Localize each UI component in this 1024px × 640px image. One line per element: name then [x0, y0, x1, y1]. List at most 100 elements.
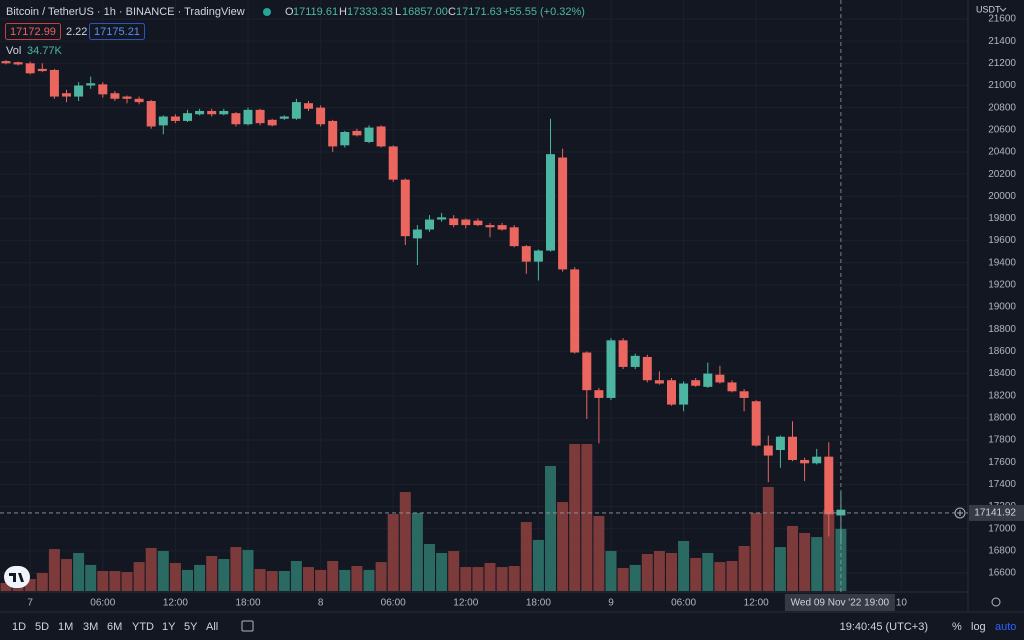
- candle-body: [279, 116, 289, 119]
- volume-bar: [726, 560, 738, 591]
- log-toggle[interactable]: log: [971, 621, 986, 633]
- candle-body: [195, 110, 205, 115]
- candle-body: [654, 380, 664, 384]
- y-tick-label: 16600: [988, 568, 1016, 579]
- volume-bar: [738, 545, 750, 591]
- range-button[interactable]: YTD: [132, 621, 154, 633]
- candle-body: [243, 109, 253, 125]
- volume-bar: [327, 560, 339, 591]
- volume-bar: [24, 579, 36, 591]
- candle-body: [352, 130, 362, 136]
- candle-body: [376, 126, 386, 147]
- bid-box[interactable]: [5, 23, 61, 40]
- volume-value: 34.77K: [27, 45, 63, 57]
- candle-body: [231, 113, 241, 125]
- auto-toggle[interactable]: auto: [995, 621, 1016, 633]
- volume-bar: [835, 528, 847, 591]
- clock: 19:40:45 (UTC+3): [840, 621, 928, 633]
- y-tick-label: 18400: [988, 368, 1016, 379]
- logo[interactable]: [4, 566, 30, 588]
- volume-bar: [424, 544, 435, 591]
- ask-box[interactable]: [89, 23, 145, 40]
- candle-body: [134, 98, 144, 103]
- candle-body: [461, 219, 471, 226]
- candle-body: [667, 380, 676, 405]
- candle-body: [473, 220, 483, 226]
- range-button[interactable]: 5D: [35, 621, 49, 633]
- volume-label: Vol: [6, 45, 21, 57]
- volume-bar: [787, 525, 798, 591]
- y-tick-label: 19800: [988, 213, 1016, 224]
- crosshair-time-box: [784, 594, 895, 611]
- settings-icon[interactable]: [991, 597, 1001, 607]
- volume-bar: [653, 550, 665, 591]
- candles: [1, 59, 846, 545]
- legend-value: 17333.33: [347, 6, 393, 18]
- candle-body: [388, 146, 398, 180]
- x-tick-label: 18:00: [526, 598, 551, 609]
- volume-bar: [387, 514, 399, 591]
- volume-bar: [641, 554, 653, 591]
- candle-body: [691, 380, 701, 386]
- candle-body: [727, 382, 737, 392]
- range-button[interactable]: 6M: [107, 621, 122, 633]
- candle-body: [582, 352, 592, 391]
- volume-bar: [230, 547, 242, 591]
- volume-bar: [254, 569, 266, 591]
- range-button[interactable]: 3M: [83, 621, 98, 633]
- volume-bar: [460, 567, 472, 591]
- x-tick-label: 10: [896, 598, 908, 609]
- volume-bar: [73, 552, 85, 591]
- range-button[interactable]: 1M: [58, 621, 73, 633]
- candle-body: [642, 356, 652, 381]
- y-tick-label: 17800: [988, 435, 1016, 446]
- volume-bar: [436, 552, 448, 591]
- range-button[interactable]: 1Y: [162, 621, 176, 633]
- range-button[interactable]: 5Y: [184, 621, 198, 633]
- x-tick-label: 06:00: [90, 598, 115, 609]
- candle-body: [400, 179, 410, 237]
- volume-bar: [557, 502, 569, 591]
- candle-body: [328, 120, 338, 147]
- currency[interactable]: USDT: [976, 4, 1001, 14]
- candle-body: [291, 102, 301, 119]
- candle-body: [316, 107, 326, 125]
- candle-body: [304, 103, 313, 109]
- volume-bar: [206, 555, 218, 591]
- range-button[interactable]: All: [206, 621, 218, 633]
- x-tick-label: 9: [608, 598, 614, 609]
- volume-bar: [581, 444, 593, 591]
- candle-body: [207, 110, 217, 115]
- x-tick-label: 12:00: [744, 598, 769, 609]
- date-range-icon[interactable]: [241, 620, 254, 632]
- x-tick-label: 12:00: [453, 598, 478, 609]
- percent-toggle[interactable]: %: [952, 621, 962, 633]
- x-tick-label: 06:00: [671, 598, 696, 609]
- spread: 2.22: [66, 26, 87, 38]
- y-tick-label: 17600: [988, 457, 1016, 468]
- candle-body: [255, 109, 265, 124]
- volume-bars: [0, 444, 847, 591]
- volume-bar: [714, 562, 726, 591]
- candle-body: [594, 390, 604, 398]
- volume-bar: [569, 444, 581, 591]
- volume-bar: [169, 562, 181, 591]
- volume-bar: [36, 572, 48, 591]
- y-tick-label: 18600: [988, 346, 1016, 357]
- candle-body: [340, 132, 350, 146]
- candle-body: [146, 100, 156, 127]
- candle-body: [606, 340, 616, 398]
- y-tick-label: 21400: [988, 36, 1016, 47]
- candle-body: [763, 445, 773, 456]
- volume-bar: [472, 567, 484, 591]
- volume-bar: [508, 565, 520, 591]
- logo-mark: [9, 573, 24, 582]
- range-button[interactable]: 1D: [12, 621, 26, 633]
- add-alert-plus: [957, 509, 963, 516]
- candle-body: [183, 113, 192, 121]
- y-tick-label: 19400: [988, 257, 1016, 268]
- status-dot: [263, 8, 271, 16]
- candle-body: [437, 217, 447, 220]
- y-tick-label: 21600: [988, 14, 1016, 25]
- candle-body: [812, 456, 822, 464]
